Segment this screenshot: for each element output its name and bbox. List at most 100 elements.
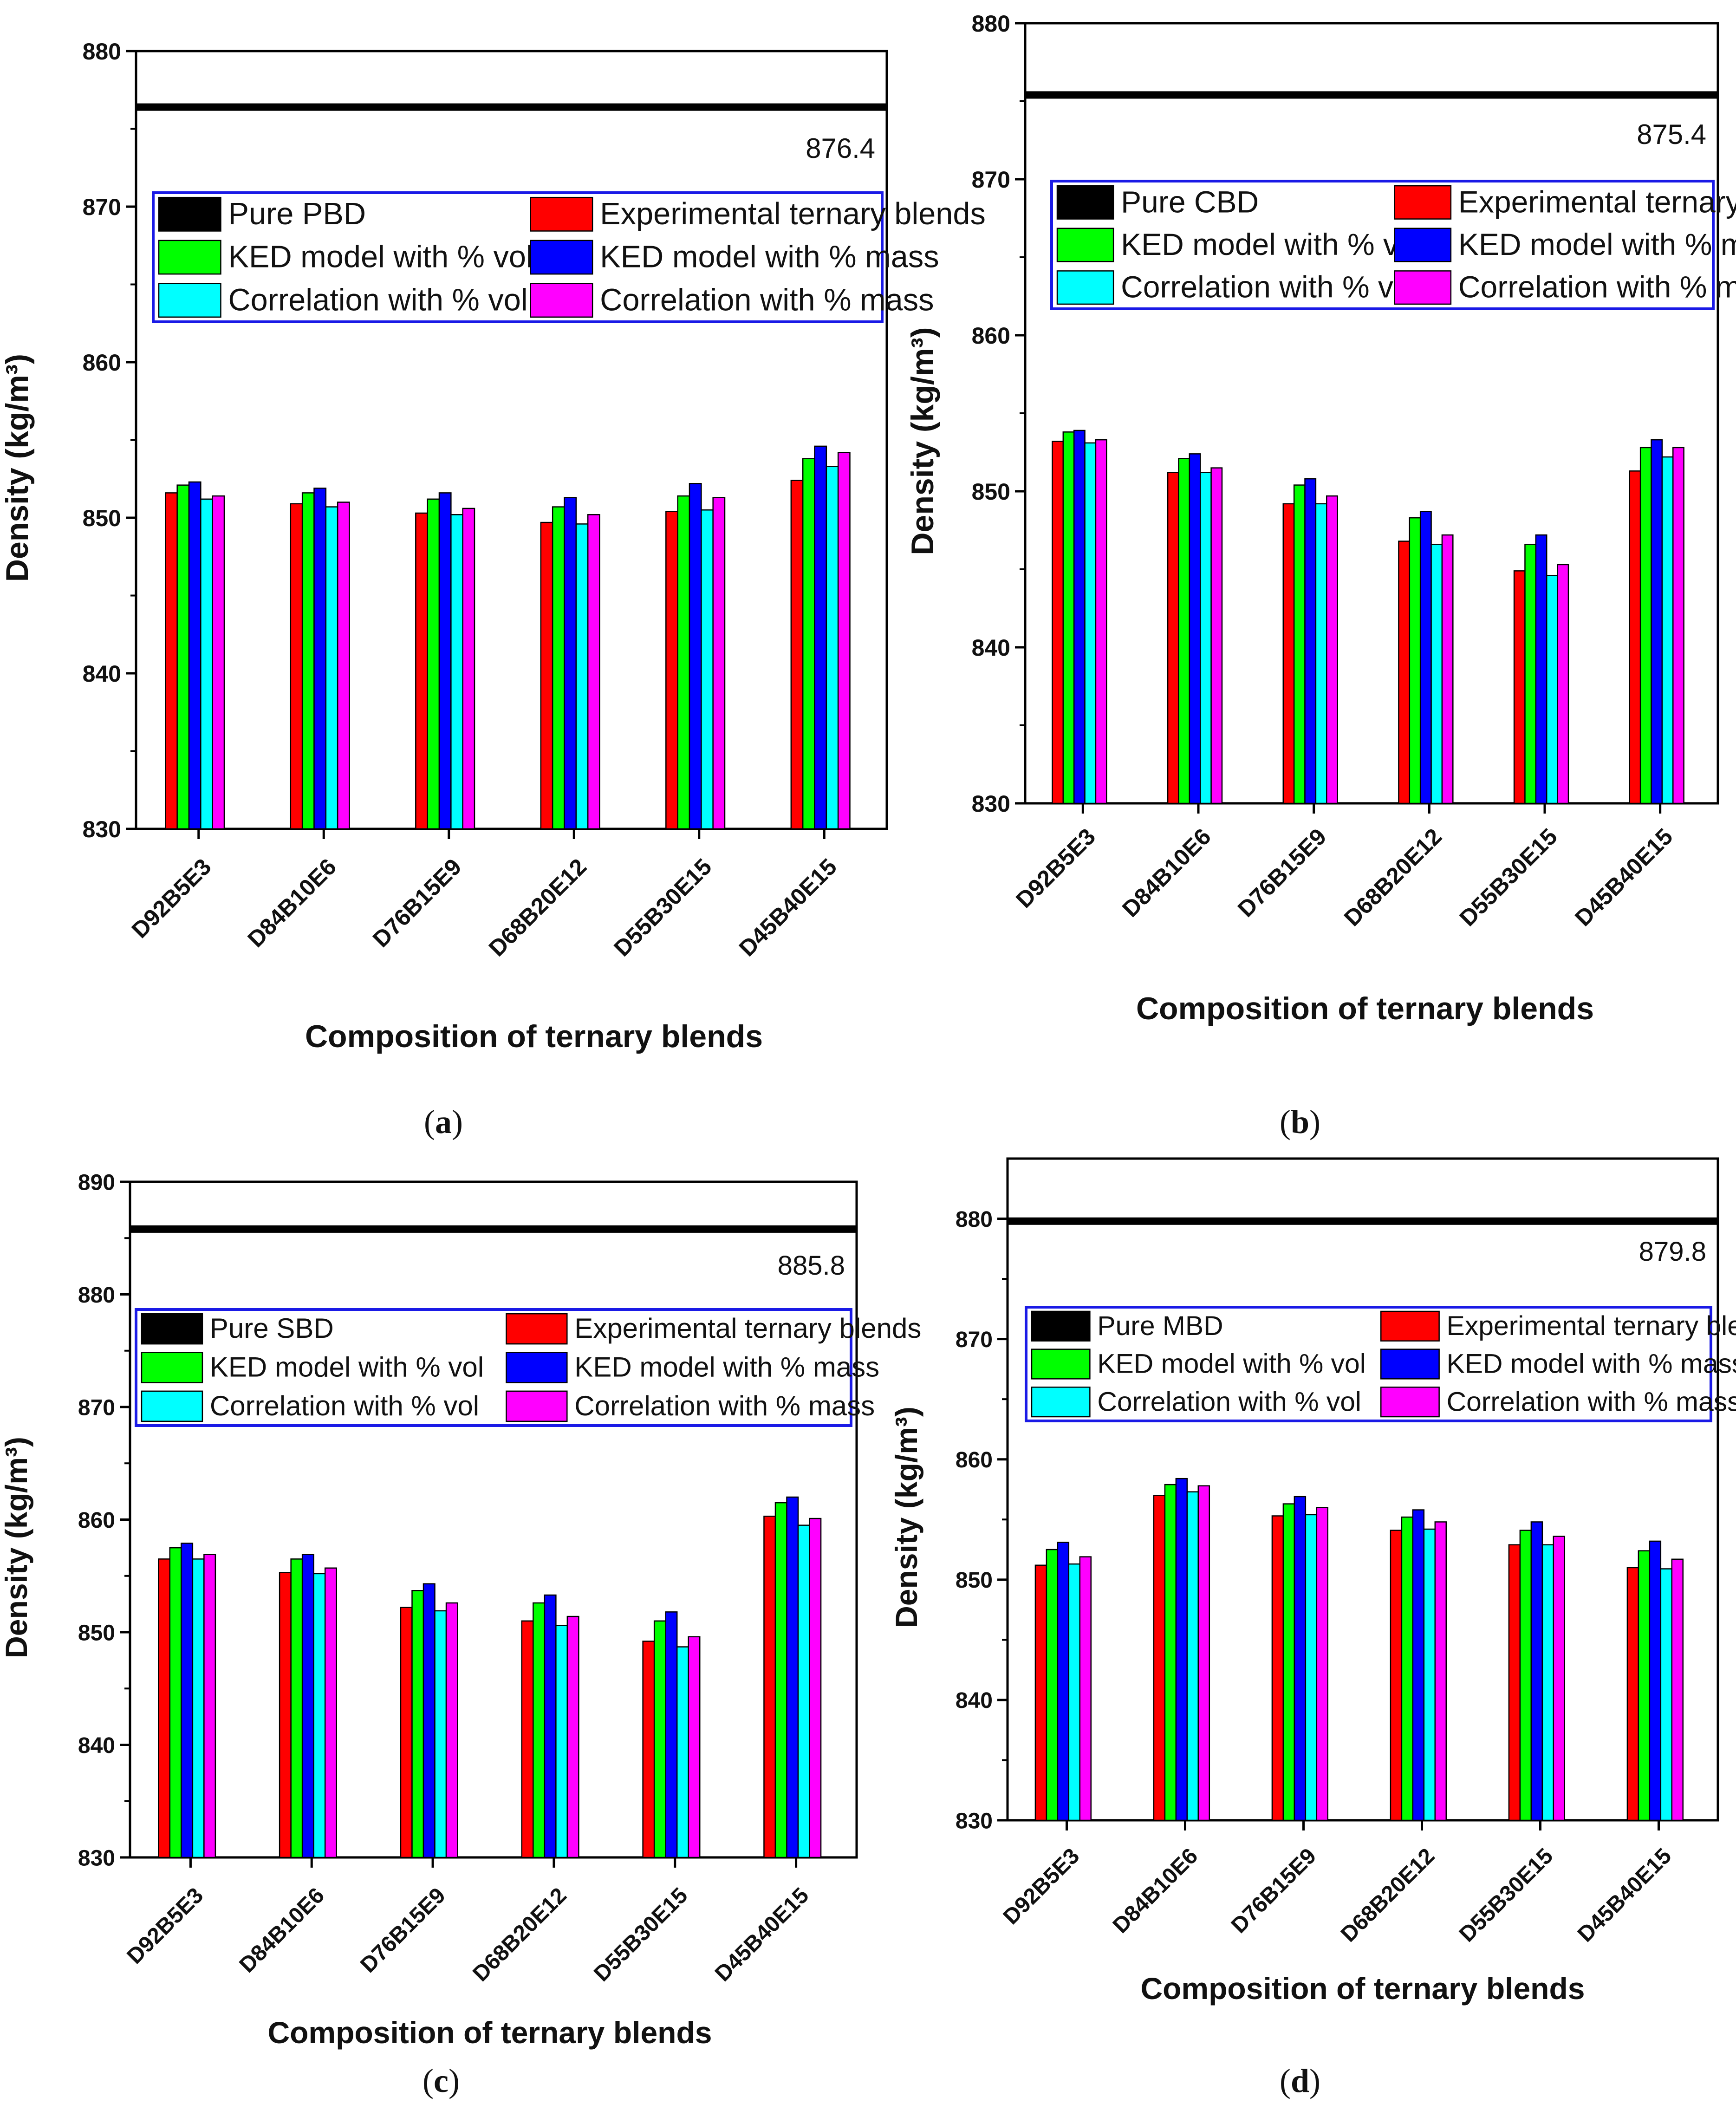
reference-value-label: 879.8 <box>1639 1237 1706 1267</box>
legend-box <box>152 191 884 323</box>
legend-swatch <box>530 283 593 318</box>
legend-swatch <box>1056 185 1114 220</box>
x-tick-label: D45B40E15 <box>734 853 842 961</box>
y-tick-label: 850 <box>972 479 1010 505</box>
bar-b-D92B5E3-s1 <box>1062 431 1075 804</box>
bar-c-D92B5E3-s2 <box>181 1543 194 1858</box>
bar-a-D92B5E3-s3 <box>200 498 213 830</box>
reference-value-label: 885.8 <box>778 1251 845 1281</box>
legend-swatch <box>158 283 221 318</box>
legend-swatch <box>1394 228 1452 262</box>
y-tick-label: 860 <box>972 323 1010 349</box>
legend-swatch <box>1394 185 1452 220</box>
bar-d-D92B5E3-s2 <box>1057 1542 1070 1821</box>
y-tick-label: 840 <box>972 635 1010 661</box>
x-tick-label: D84B10E6 <box>1108 1843 1203 1938</box>
chart-panel-b: 830 840 850 860 870 880 875.4 D92B5E3 D84B10E6 D7… <box>905 11 1736 1140</box>
x-axis-title: Composition of ternary blends <box>305 1019 763 1054</box>
x-tick-label: D76B15E9 <box>1233 823 1332 922</box>
legend: Pure CBD Experimental ternary blends KED m… <box>1050 180 1736 310</box>
bar-c-D92B5E3-s3 <box>192 1558 205 1858</box>
x-tick-label: D45B40E15 <box>710 1883 813 1986</box>
y-axis-title: Density (kg/m³) <box>905 327 940 555</box>
bar-d-D68B20E12-s0 <box>1390 1530 1403 1821</box>
bar-b-D92B5E3-s4 <box>1095 439 1107 804</box>
x-tick-label: D45B40E15 <box>1570 823 1677 931</box>
bar-c-D55B30E15-s0 <box>642 1641 655 1858</box>
y-tick-label: 870 <box>972 167 1010 193</box>
bar-b-D92B5E3-s3 <box>1084 442 1097 804</box>
x-tick-label: D68B20E12 <box>1336 1843 1439 1947</box>
bar-a-D92B5E3-s4 <box>212 495 225 830</box>
x-tick-label: D92B5E3 <box>999 1843 1085 1929</box>
x-tick-label: D92B5E3 <box>123 1883 208 1969</box>
x-tick-label: D84B10E6 <box>242 853 341 952</box>
bar-c-D55B30E15-s2 <box>665 1611 678 1858</box>
bar-c-D68B20E12-s4 <box>566 1615 579 1858</box>
bar-d-D68B20E12-s4 <box>1434 1521 1447 1821</box>
legend-label: KED model with % vol <box>210 1352 484 1383</box>
chart-panel-d: 830 840 850 860 870 880 879.8 D92B5E3 D84B10E6 D7… <box>889 1157 1736 2099</box>
bar-b-D84B10E6-s4 <box>1210 467 1223 804</box>
bar-d-D76B15E9-s2 <box>1294 1496 1307 1821</box>
y-axis-title: Density (kg/m³) <box>889 1407 923 1628</box>
bar-c-D92B5E3-s1 <box>169 1547 182 1858</box>
plot-frame <box>135 50 888 830</box>
legend-label: Experimental ternary blends <box>1458 184 1736 219</box>
bar-a-D76B15E9-s3 <box>450 514 463 830</box>
legend-label: KED model with % mass <box>1458 227 1736 261</box>
y-tick-label: 880 <box>78 1283 115 1308</box>
bar-c-D68B20E12-s2 <box>544 1594 557 1858</box>
legend-label: Correlation with % mass <box>1447 1387 1736 1417</box>
legend-label: KED model with % vol <box>228 240 533 274</box>
x-tick-label: D84B10E6 <box>1117 823 1216 922</box>
legend-label: Pure SBD <box>210 1313 334 1344</box>
y-tick-label: 830 <box>956 1809 993 1833</box>
legend-box <box>1050 180 1715 310</box>
bar-c-D84B10E6-s3 <box>313 1573 326 1858</box>
bar-b-D55B30E15-s4 <box>1557 564 1569 804</box>
bar-a-D68B20E12-s0 <box>540 521 553 830</box>
bar-d-D92B5E3-s4 <box>1079 1556 1092 1821</box>
bar-c-D45B40E15-s4 <box>809 1518 822 1858</box>
bar-d-D45B40E15-s0 <box>1626 1567 1639 1821</box>
x-tick-label: D76B15E9 <box>356 1883 450 1978</box>
bar-a-D55B30E15-s1 <box>677 495 690 830</box>
bar-c-D76B15E9-s2 <box>423 1583 436 1858</box>
bar-a-D45B40E15-s0 <box>790 480 804 830</box>
bar-b-D76B15E9-s0 <box>1282 503 1295 804</box>
bar-c-D92B5E3-s4 <box>203 1554 216 1858</box>
legend-label: Correlation with % mass <box>1458 270 1736 304</box>
bar-c-D84B10E6-s1 <box>290 1558 303 1858</box>
y-tick-label: 860 <box>83 350 121 376</box>
bar-a-D68B20E12-s1 <box>552 506 565 830</box>
legend-swatch <box>1380 1387 1440 1418</box>
legend-label: Experimental ternary blends <box>600 197 986 231</box>
bar-a-D55B30E15-s4 <box>712 497 726 830</box>
bar-a-D55B30E15-s0 <box>665 511 678 830</box>
chart-panel-c: 830 840 850 860 870 880 890 885.8 D92B5E3 D84B10E… <box>0 1170 921 2099</box>
bar-a-D84B10E6-s0 <box>290 503 303 830</box>
bar-d-D92B5E3-s1 <box>1046 1549 1059 1821</box>
bar-a-D92B5E3-s1 <box>176 484 190 830</box>
bar-a-D68B20E12-s2 <box>564 497 577 830</box>
bar-b-D68B20E12-s2 <box>1419 511 1432 804</box>
bar-d-D84B10E6-s4 <box>1197 1485 1210 1821</box>
x-tick-label: D76B15E9 <box>368 853 467 952</box>
bar-b-D84B10E6-s1 <box>1178 458 1190 804</box>
bar-c-D76B15E9-s3 <box>434 1610 447 1858</box>
legend-swatch <box>506 1390 568 1422</box>
legend-swatch <box>158 196 221 232</box>
y-tick-label: 880 <box>972 11 1010 37</box>
y-tick-label: 840 <box>83 661 121 687</box>
bar-d-D55B30E15-s3 <box>1541 1544 1554 1821</box>
x-tick-label: D76B15E9 <box>1227 1843 1321 1938</box>
bar-c-D68B20E12-s3 <box>555 1625 568 1858</box>
legend-swatch <box>506 1352 568 1383</box>
bar-a-D55B30E15-s2 <box>689 483 702 830</box>
legend-swatch <box>1031 1310 1091 1342</box>
x-tick-label: D92B5E3 <box>127 853 216 943</box>
bar-d-D45B40E15-s3 <box>1660 1568 1673 1821</box>
bar-d-D55B30E15-s0 <box>1508 1544 1521 1821</box>
bar-c-D76B15E9-s4 <box>445 1602 458 1858</box>
